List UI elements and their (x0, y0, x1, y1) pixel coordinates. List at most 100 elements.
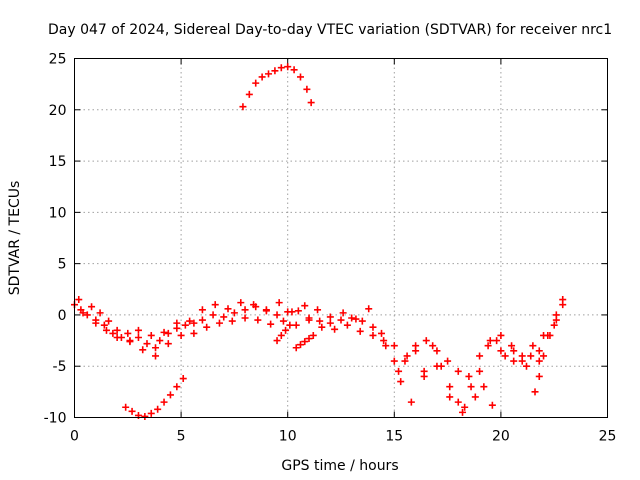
data-point (531, 388, 539, 396)
data-point (559, 301, 567, 309)
data-point (122, 403, 130, 411)
data-point (152, 344, 160, 352)
data-point (160, 328, 168, 336)
data-point (497, 331, 505, 339)
data-point (352, 315, 360, 323)
data-point (476, 352, 484, 360)
y-axis-label: SDTVAR / TECUs (7, 181, 23, 296)
data-point (294, 307, 302, 315)
data-point (337, 316, 345, 324)
data-point (518, 352, 526, 360)
data-point (403, 352, 411, 360)
data-point (284, 63, 292, 71)
data-point (318, 323, 326, 331)
data-point (277, 64, 285, 72)
data-point (258, 73, 266, 81)
y-tick-label: 5 (58, 257, 67, 273)
data-point (79, 309, 87, 317)
grid (74, 58, 608, 418)
data-point (454, 398, 462, 406)
data-point (143, 340, 151, 348)
data-point (282, 326, 290, 334)
data-point (198, 316, 206, 324)
data-point (446, 383, 454, 391)
data-point (267, 320, 275, 328)
data-point (96, 309, 104, 317)
data-point (275, 299, 283, 307)
data-point (339, 309, 347, 317)
data-point (292, 321, 300, 329)
data-point (510, 357, 518, 365)
data-point (160, 398, 168, 406)
data-point (273, 337, 281, 345)
data-point (401, 357, 409, 365)
data-point (279, 317, 287, 325)
data-point (476, 367, 484, 375)
data-point (88, 303, 96, 311)
data-point (237, 299, 245, 307)
data-point (510, 347, 518, 355)
data-point (139, 346, 147, 354)
data-point (177, 331, 185, 339)
x-tick-label: 15 (385, 429, 403, 445)
data-point (220, 313, 228, 321)
data-point (147, 409, 155, 417)
data-point (326, 313, 334, 321)
data-point (301, 302, 309, 310)
data-point (397, 378, 405, 386)
data-point (241, 314, 249, 322)
data-point (535, 372, 543, 380)
data-point (459, 408, 467, 416)
x-tick-label: 0 (70, 429, 79, 445)
data-point (173, 319, 181, 327)
data-point (128, 407, 136, 415)
x-tick-label: 25 (599, 429, 617, 445)
data-points (71, 63, 567, 420)
data-point (209, 311, 217, 319)
data-point (348, 314, 356, 322)
data-point (527, 352, 535, 360)
data-point (540, 331, 548, 339)
data-point (265, 70, 273, 78)
data-point (535, 347, 543, 355)
data-point (141, 412, 149, 420)
data-point (75, 296, 83, 304)
data-point (147, 331, 155, 339)
data-point (395, 367, 403, 375)
data-point (301, 338, 309, 346)
data-point (286, 321, 294, 329)
data-point (378, 329, 386, 337)
data-point (433, 362, 441, 370)
data-point (154, 405, 162, 413)
y-tick-label: 25 (49, 52, 67, 68)
data-point (239, 103, 247, 111)
data-point (92, 319, 100, 327)
y-tick-label: 15 (49, 154, 67, 170)
data-point (190, 329, 198, 337)
y-tick-label: 0 (58, 308, 67, 324)
data-point (245, 90, 253, 98)
data-point (390, 342, 398, 350)
data-point (454, 367, 462, 375)
data-point (262, 306, 270, 314)
data-point (109, 329, 117, 337)
data-point (422, 337, 430, 345)
data-point (529, 342, 537, 350)
y-tick-label: 10 (49, 205, 67, 221)
data-point (277, 331, 285, 339)
data-point (382, 342, 390, 350)
data-point (273, 311, 281, 319)
data-point (365, 305, 373, 313)
data-point (488, 401, 496, 409)
data-point (164, 329, 172, 337)
data-point (124, 329, 132, 337)
data-point (326, 319, 334, 327)
data-point (420, 372, 428, 380)
data-point (296, 341, 304, 349)
data-point (369, 323, 377, 331)
data-point (179, 375, 187, 383)
data-point (211, 301, 219, 309)
data-point (166, 391, 174, 399)
data-point (369, 331, 377, 339)
